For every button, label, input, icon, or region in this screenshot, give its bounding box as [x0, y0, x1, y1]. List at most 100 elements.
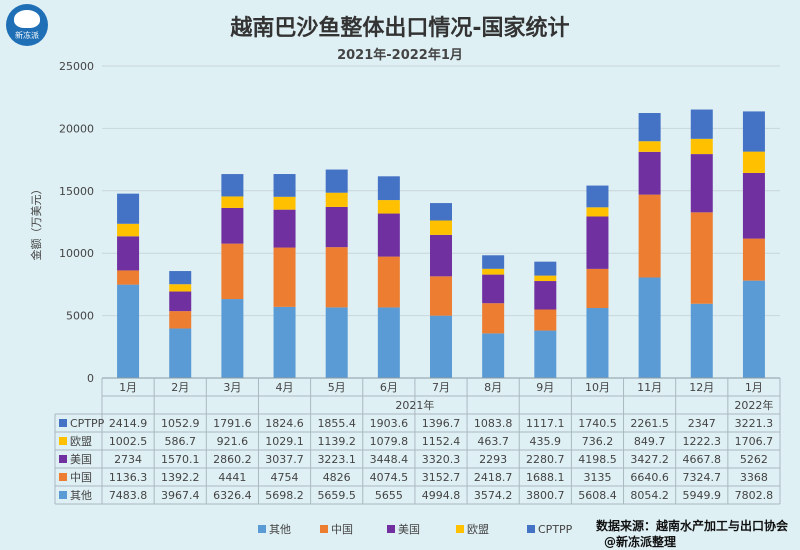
- data-label: 1002.5: [109, 435, 148, 448]
- bar-segment: [377, 176, 400, 201]
- data-label: 3967.4: [161, 489, 200, 502]
- x-tick-label: 8月: [484, 381, 502, 394]
- data-label: 4754: [271, 471, 299, 484]
- bar-segment: [273, 174, 296, 197]
- bar-segment: [430, 220, 452, 235]
- bar-segment: [221, 299, 244, 378]
- data-label: 1117.1: [526, 417, 565, 430]
- y-tick-label: 10000: [59, 247, 94, 260]
- x-tick-label: 6月: [380, 381, 398, 394]
- data-label: 3135: [583, 471, 611, 484]
- bar-segment: [534, 281, 557, 310]
- bar-segment: [221, 243, 244, 300]
- bar-segment: [377, 307, 400, 378]
- bar-segment: [117, 236, 140, 271]
- y-axis-label: 金额（万美元）: [29, 184, 43, 261]
- data-label: 6640.6: [630, 471, 669, 484]
- bar-segment: [325, 169, 348, 193]
- data-label: 6326.4: [213, 489, 252, 502]
- data-label: 4667.8: [683, 453, 722, 466]
- bar-segment: [117, 284, 140, 378]
- bar-segment: [273, 196, 296, 210]
- bar-segment: [534, 330, 557, 378]
- bar-segment: [325, 247, 348, 308]
- y-tick-label: 25000: [59, 60, 94, 73]
- data-label: 3427.2: [630, 453, 669, 466]
- bar-segment: [273, 247, 296, 307]
- x-tick-label: 9月: [536, 381, 554, 394]
- row-legend-swatch: [59, 473, 67, 481]
- bar-segment: [325, 206, 348, 248]
- y-tick-label: 5000: [66, 310, 94, 323]
- legend-swatch: [387, 525, 395, 533]
- data-label: 586.7: [164, 435, 196, 448]
- bar-segment: [221, 207, 244, 244]
- data-label: 3320.3: [422, 453, 461, 466]
- polar-bear-icon: [14, 10, 40, 28]
- year-group-label: 2021年: [395, 398, 434, 412]
- row-legend-swatch: [59, 437, 67, 445]
- data-label: 1688.1: [526, 471, 565, 484]
- bar-segment: [482, 255, 505, 269]
- data-label: 3368: [740, 471, 768, 484]
- bar-segment: [690, 303, 713, 378]
- data-label: 1222.3: [683, 435, 722, 448]
- bar-segment: [430, 315, 452, 378]
- bar-segment: [377, 213, 400, 257]
- data-label: 1570.1: [161, 453, 200, 466]
- x-tick-label: 2月: [171, 381, 189, 394]
- bar-segment: [742, 151, 765, 173]
- bar-segment: [690, 212, 713, 304]
- data-label: 5655: [375, 489, 403, 502]
- data-source: 数据来源：越南水产加工与出口协会: [595, 519, 788, 533]
- data-label: 4994.8: [422, 489, 461, 502]
- legend-swatch: [456, 525, 464, 533]
- x-tick-label: 1月: [745, 381, 763, 394]
- bar-segment: [534, 275, 557, 282]
- legend-label: 中国: [331, 523, 353, 536]
- bar-segment: [377, 200, 400, 214]
- year-group-label: 2022年: [734, 398, 773, 412]
- row-header-label: 其他: [70, 489, 92, 502]
- bar-segment: [169, 271, 192, 285]
- bar-segment: [586, 216, 609, 269]
- bar-segment: [482, 274, 505, 304]
- data-label: 8054.2: [630, 489, 669, 502]
- bar-segment: [638, 194, 661, 278]
- bar-segment: [169, 328, 192, 378]
- bar-segment: [430, 234, 452, 277]
- bar-segment: [586, 185, 609, 208]
- data-label: 4826: [323, 471, 351, 484]
- bar-segment: [325, 192, 348, 207]
- data-label: 7483.8: [109, 489, 148, 502]
- row-legend-swatch: [59, 455, 67, 463]
- data-label: 2280.7: [526, 453, 565, 466]
- row-legend-swatch: [59, 419, 67, 427]
- x-tick-label: 7月: [432, 381, 450, 394]
- x-tick-label: 10月: [585, 381, 610, 394]
- data-label: 3037.7: [265, 453, 304, 466]
- bar-segment: [325, 307, 348, 378]
- legend-label: 美国: [398, 523, 420, 536]
- data-label: 2347: [688, 417, 716, 430]
- data-label: 435.9: [530, 435, 562, 448]
- y-tick-label: 0: [87, 372, 94, 385]
- legend-swatch: [258, 525, 266, 533]
- data-label: 2860.2: [213, 453, 252, 466]
- data-label: 1740.5: [578, 417, 617, 430]
- bar-segment: [117, 193, 140, 224]
- legend-label: CPTPP: [538, 523, 573, 536]
- bar-segment: [742, 172, 765, 239]
- bar-segment: [638, 277, 661, 378]
- bar-segment: [638, 113, 661, 142]
- chart-title: 越南巴沙鱼整体出口情况-国家统计: [230, 16, 570, 41]
- data-label: 1152.4: [422, 435, 461, 448]
- bar-segment: [117, 223, 140, 237]
- bar-segment: [169, 291, 192, 312]
- data-label: 1791.6: [213, 417, 252, 430]
- legend-label: 欧盟: [467, 523, 489, 536]
- data-label: 2293: [479, 453, 507, 466]
- row-header-label: CPTPP: [70, 417, 105, 430]
- bar-segment: [534, 261, 557, 276]
- x-tick-label: 4月: [276, 381, 294, 394]
